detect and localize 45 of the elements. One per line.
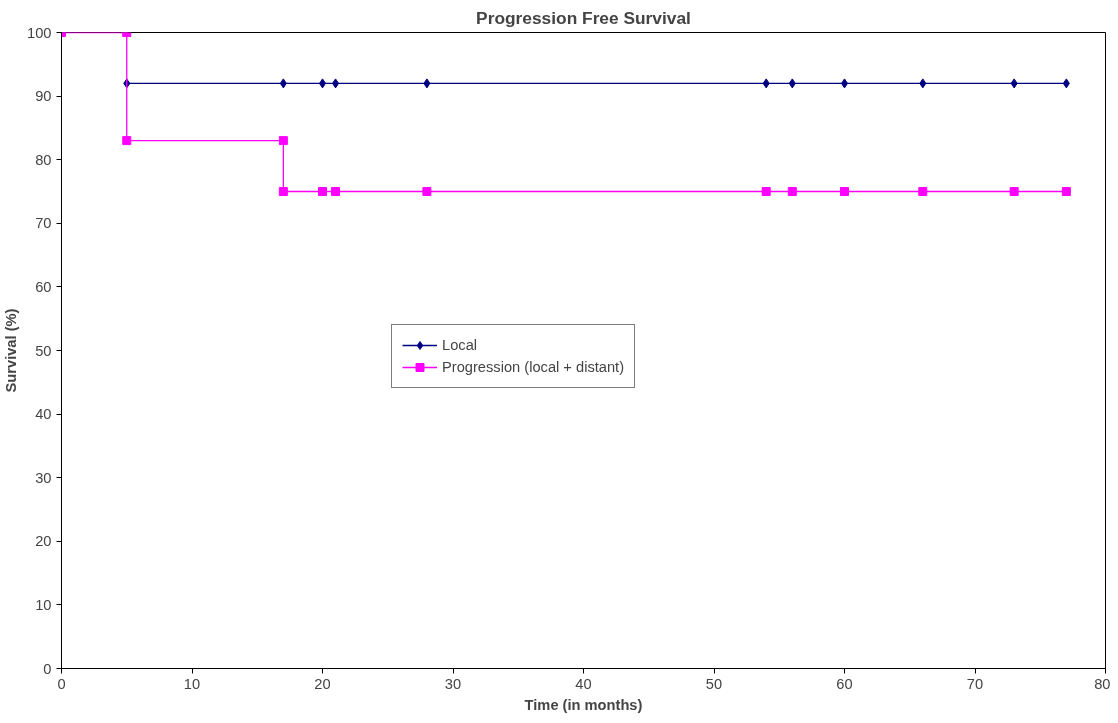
point xyxy=(919,78,927,89)
y-axis-title: Survival (%) xyxy=(3,308,20,393)
y-tick-label: 60 xyxy=(35,278,52,295)
point xyxy=(318,187,327,196)
x-tick-label: 20 xyxy=(314,675,331,692)
point xyxy=(331,187,341,196)
point xyxy=(278,187,288,196)
point xyxy=(423,78,431,89)
y-tick-label: 70 xyxy=(35,215,52,232)
chart-title: Progression Free Survival xyxy=(476,7,691,28)
point xyxy=(762,78,770,89)
y-tick-label: 40 xyxy=(35,406,52,423)
point xyxy=(1062,78,1070,89)
x-tick-label: 60 xyxy=(836,675,853,692)
point xyxy=(788,78,796,89)
x-tick-label: 0 xyxy=(57,675,66,692)
y-tick-label: 10 xyxy=(35,596,52,613)
x-axis-title: Time (in months) xyxy=(524,696,643,713)
x-tick-label: 80 xyxy=(1094,675,1111,692)
point xyxy=(278,136,288,146)
point xyxy=(761,187,771,196)
point xyxy=(1061,187,1071,196)
point xyxy=(787,187,797,196)
y-tick-label: 0 xyxy=(43,660,52,677)
point xyxy=(279,78,287,89)
y-tick-label: 20 xyxy=(35,533,52,550)
point xyxy=(332,78,340,89)
y-tick-label: 50 xyxy=(35,342,52,359)
x-tick-label: 50 xyxy=(705,675,723,692)
point xyxy=(1009,187,1019,196)
y-tick-label: 30 xyxy=(35,469,52,486)
x-tick-label: 40 xyxy=(575,675,592,692)
point xyxy=(918,187,928,196)
point xyxy=(840,187,849,196)
point xyxy=(122,136,132,146)
point xyxy=(422,187,432,196)
point xyxy=(1010,78,1018,89)
legend-label: Local xyxy=(442,337,478,353)
x-tick-label: 30 xyxy=(444,675,462,692)
y-tick-label: 80 xyxy=(35,151,52,168)
y-tick-label: 100 xyxy=(27,24,52,41)
x-tick-label: 10 xyxy=(183,675,201,692)
legend-label: Progression (local + distant) xyxy=(442,359,625,375)
x-tick-label: 70 xyxy=(966,675,984,692)
y-tick-label: 90 xyxy=(35,88,52,105)
